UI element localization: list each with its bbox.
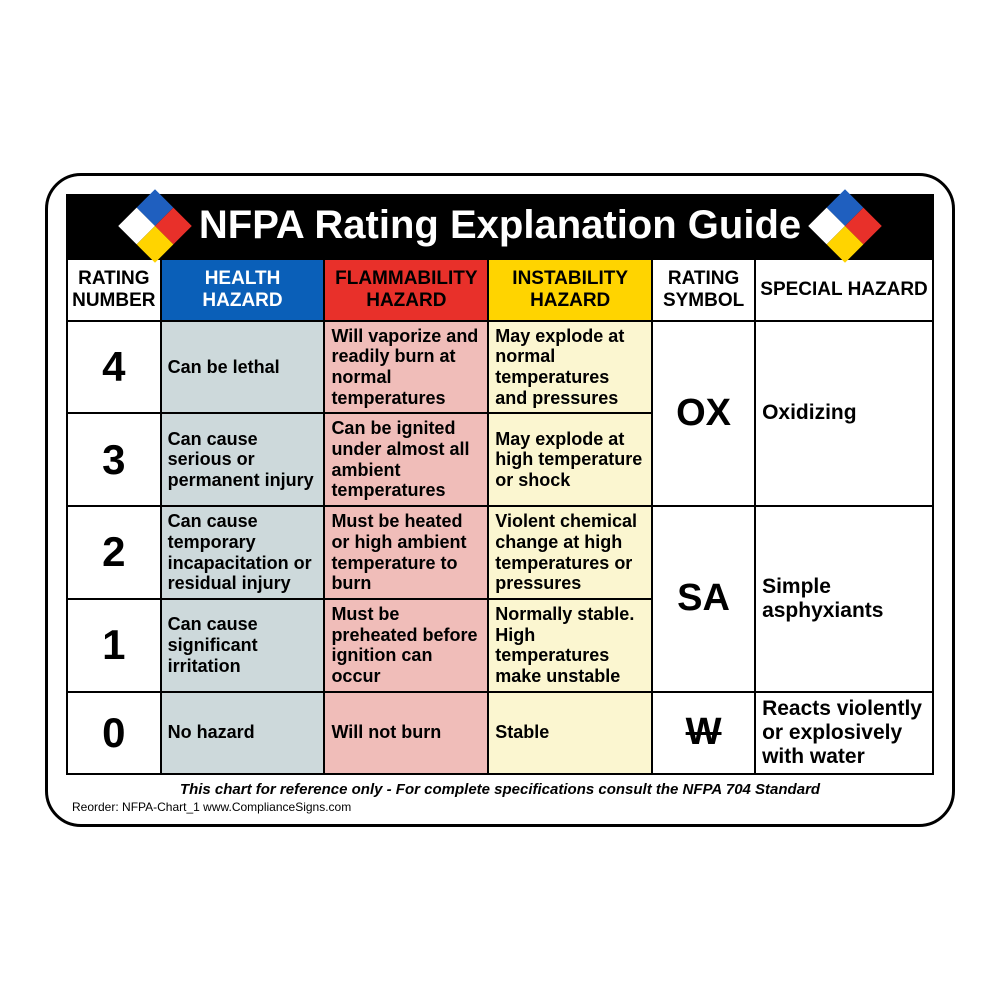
col-rating-symbol: RATING SYMBOL (652, 259, 755, 321)
table-header-row: RATING NUMBER HEALTH HAZARD FLAMMABILITY… (67, 259, 933, 321)
rating-number: 2 (67, 506, 161, 599)
health-cell: No hazard (161, 692, 325, 774)
footer-note: This chart for reference only - For comp… (66, 775, 934, 800)
instability-cell: Normally stable. High temperatures make … (488, 599, 652, 692)
flammability-cell: Can be ignited under almost all ambient … (324, 413, 488, 506)
col-instability: INSTABILITY HAZARD (488, 259, 652, 321)
special-symbol: SA (652, 506, 755, 692)
instability-cell: Stable (488, 692, 652, 774)
instability-cell: Violent chemical change at high temperat… (488, 506, 652, 599)
special-desc: Oxidizing (755, 321, 933, 507)
special-symbol: OX (652, 321, 755, 507)
col-special: SPECIAL HAZARD (755, 259, 933, 321)
col-rating-number: RATING NUMBER (67, 259, 161, 321)
rating-number: 3 (67, 413, 161, 506)
nfpa-diamond-icon (118, 189, 192, 263)
col-health: HEALTH HAZARD (161, 259, 325, 321)
col-flammability: FLAMMABILITY HAZARD (324, 259, 488, 321)
health-cell: Can cause significant irritation (161, 599, 325, 692)
health-cell: Can be lethal (161, 321, 325, 414)
table-row: 4Can be lethalWill vaporize and readily … (67, 321, 933, 414)
special-desc: Simple asphyxiants (755, 506, 933, 692)
reorder-text: Reorder: NFPA-Chart_1 www.ComplianceSign… (66, 800, 934, 818)
special-desc: Reacts violently or explosively with wat… (755, 692, 933, 774)
title-bar: NFPA Rating Explanation Guide (66, 194, 934, 258)
nfpa-table: RATING NUMBER HEALTH HAZARD FLAMMABILITY… (66, 258, 934, 775)
rating-number: 1 (67, 599, 161, 692)
table-row: 2Can cause temporary incapacitation or r… (67, 506, 933, 599)
instability-cell: May explode at high temperature or shock (488, 413, 652, 506)
flammability-cell: Must be heated or high ambient temperatu… (324, 506, 488, 599)
page-title: NFPA Rating Explanation Guide (199, 203, 801, 248)
rating-number: 4 (67, 321, 161, 414)
health-cell: Can cause serious or permanent injury (161, 413, 325, 506)
flammability-cell: Will vaporize and readily burn at normal… (324, 321, 488, 414)
rating-number: 0 (67, 692, 161, 774)
health-cell: Can cause temporary incapacitation or re… (161, 506, 325, 599)
nfpa-guide-card: NFPA Rating Explanation Guide RATING NUM… (45, 173, 955, 827)
flammability-cell: Must be preheated before ignition can oc… (324, 599, 488, 692)
instability-cell: May explode at normal temperatures and p… (488, 321, 652, 414)
table-row: 0No hazardWill not burnStableWReacts vio… (67, 692, 933, 774)
nfpa-diamond-icon (808, 189, 882, 263)
special-symbol: W (652, 692, 755, 774)
flammability-cell: Will not burn (324, 692, 488, 774)
